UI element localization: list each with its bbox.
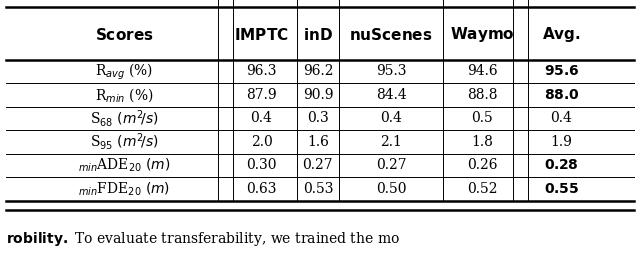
Text: ${}_{min}$ADE$_{20}$ $(m)$: ${}_{min}$ADE$_{20}$ $(m)$ — [77, 157, 170, 174]
Text: 0.52: 0.52 — [467, 182, 497, 196]
Text: $\mathbf{nuScenes}$: $\mathbf{nuScenes}$ — [349, 27, 433, 43]
Text: S$_{68}$ $(m^2\!/s)$: S$_{68}$ $(m^2\!/s)$ — [90, 108, 159, 129]
Text: 95.3: 95.3 — [376, 64, 406, 78]
Text: $\mathbf{88.0}$: $\mathbf{88.0}$ — [544, 88, 579, 102]
Text: 88.8: 88.8 — [467, 88, 497, 102]
Text: $\mathbf{Scores}$: $\mathbf{Scores}$ — [95, 27, 154, 43]
Text: 0.3: 0.3 — [307, 111, 329, 125]
Text: 90.9: 90.9 — [303, 88, 333, 102]
Text: ${}_{min}$FDE$_{20}$ $(m)$: ${}_{min}$FDE$_{20}$ $(m)$ — [78, 180, 170, 198]
Text: R$_{min}$ (%): R$_{min}$ (%) — [95, 86, 153, 104]
Text: 0.26: 0.26 — [467, 158, 497, 172]
Text: 0.4: 0.4 — [250, 111, 273, 125]
Text: 94.6: 94.6 — [467, 64, 497, 78]
Text: 0.50: 0.50 — [376, 182, 406, 196]
Text: $\mathbf{robility.}$ To evaluate transferability, we trained the mo: $\mathbf{robility.}$ To evaluate transfe… — [6, 230, 400, 248]
Text: 2.0: 2.0 — [251, 135, 273, 149]
Text: R$_{avg}$ (%): R$_{avg}$ (%) — [95, 61, 153, 82]
Text: 0.63: 0.63 — [246, 182, 276, 196]
Text: $\mathbf{0.55}$: $\mathbf{0.55}$ — [544, 182, 579, 196]
Text: 84.4: 84.4 — [376, 88, 406, 102]
Text: 0.27: 0.27 — [376, 158, 406, 172]
Text: $\mathbf{0.28}$: $\mathbf{0.28}$ — [544, 158, 579, 172]
Text: 0.4: 0.4 — [380, 111, 402, 125]
Text: 0.4: 0.4 — [550, 111, 572, 125]
Text: $\mathbf{95.6}$: $\mathbf{95.6}$ — [544, 64, 579, 78]
Text: $\mathbf{IMPTC}$: $\mathbf{IMPTC}$ — [234, 27, 289, 43]
Text: 1.8: 1.8 — [471, 135, 493, 149]
Text: $\mathbf{Avg.}$: $\mathbf{Avg.}$ — [542, 25, 581, 45]
Text: 1.6: 1.6 — [307, 135, 329, 149]
Text: 96.2: 96.2 — [303, 64, 333, 78]
Text: S$_{95}$ $(m^2\!/s)$: S$_{95}$ $(m^2\!/s)$ — [90, 131, 159, 152]
Text: 0.53: 0.53 — [303, 182, 333, 196]
Text: 0.27: 0.27 — [303, 158, 333, 172]
Text: $\mathbf{inD}$: $\mathbf{inD}$ — [303, 27, 333, 43]
Text: $\mathbf{Waymo}$: $\mathbf{Waymo}$ — [450, 25, 515, 45]
Text: 1.9: 1.9 — [550, 135, 572, 149]
Text: 87.9: 87.9 — [246, 88, 276, 102]
Text: 96.3: 96.3 — [246, 64, 276, 78]
Text: 0.5: 0.5 — [471, 111, 493, 125]
Text: 0.30: 0.30 — [246, 158, 276, 172]
Text: 2.1: 2.1 — [380, 135, 402, 149]
